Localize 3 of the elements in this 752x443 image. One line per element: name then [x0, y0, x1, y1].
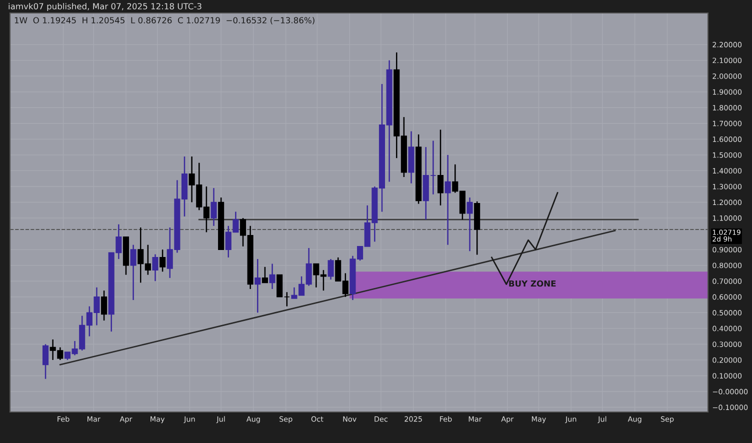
annotation: 1W O 1.19245 H 1.20545 L 0.86726 C 1.02719 −0.16532 (−13.86%) [14, 16, 314, 24]
text: iamvk07 published, Mar 07, 2025 12:18 UTC-3 [8, 2, 202, 12]
annotation: BUY ZONE [509, 280, 556, 287]
